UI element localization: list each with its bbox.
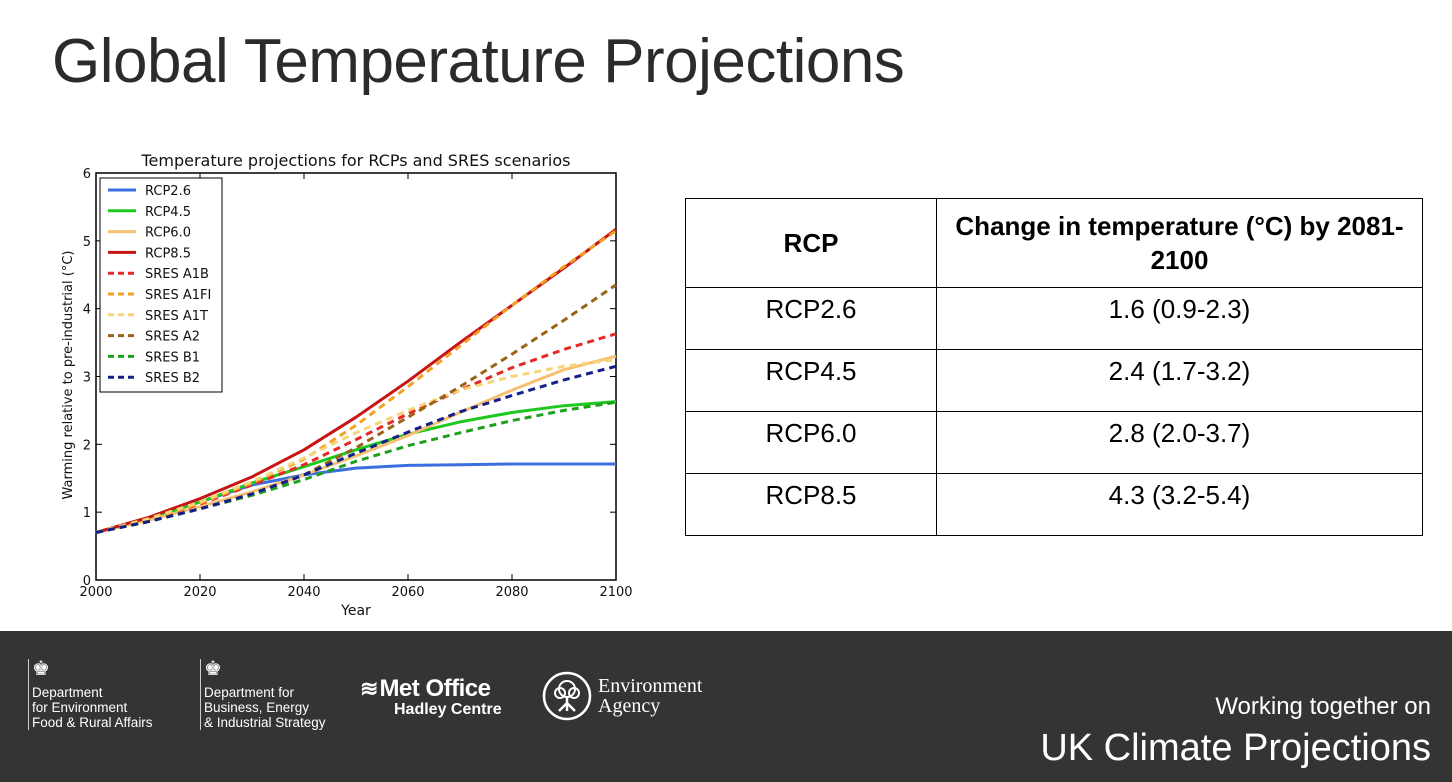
environment-agency-logo: Environment Agency <box>542 671 702 721</box>
series-line-rcp6-0 <box>95 354 617 534</box>
chart-y-axis-label: Warming relative to pre-industrial (°C) <box>61 251 76 500</box>
ea-line-1: Environment <box>598 675 703 697</box>
working-together-text: Working together on <box>1215 693 1431 720</box>
x-tick-label: 2040 <box>287 585 320 600</box>
series-line-sres-b2 <box>95 364 617 534</box>
series-line-rcp8-5 <box>95 228 617 534</box>
table-cell-rcp: RCP8.5 <box>685 473 937 536</box>
defra-logo: ♚ Department for Environment Food & Rura… <box>28 659 153 730</box>
legend-label: SRES A1FI <box>145 288 211 303</box>
y-tick-label: 6 <box>83 167 91 182</box>
legend-label: RCP8.5 <box>145 246 191 261</box>
legend-label: RCP2.6 <box>145 184 191 199</box>
uk-climate-projections-text: UK Climate Projections <box>1040 727 1431 769</box>
y-tick-label: 1 <box>83 506 91 521</box>
legend-label: RCP6.0 <box>145 226 191 241</box>
series-line-sres-a1t <box>95 358 617 534</box>
chart-svg: Temperature projections for RCPs and SRE… <box>61 151 633 619</box>
table-header-row: RCP Change in temperature (°C) by 2081-2… <box>685 198 1423 288</box>
beis-line-2: Business, Energy <box>204 700 310 715</box>
chart-lines <box>95 228 617 534</box>
table-cell-change: 2.8 (2.0-3.7) <box>936 411 1423 474</box>
x-tick-label: 2000 <box>79 585 112 600</box>
x-tick-label: 2020 <box>183 585 216 600</box>
defra-line-3: Food & Rural Affairs <box>32 715 153 730</box>
table-cell-change: 2.4 (1.7-3.2) <box>936 349 1423 412</box>
y-tick-label: 5 <box>83 235 91 250</box>
chart-x-axis-label: Year <box>340 603 371 619</box>
defra-line-1: Department <box>32 685 103 700</box>
chart-legend: RCP2.6 RCP4.5 RCP6.0 RCP8.5 SRES A1B SRES A1F… <box>99 177 223 393</box>
x-tick-label: 2060 <box>391 585 424 600</box>
x-tick-label: 2100 <box>599 585 632 600</box>
x-tick-label: 2080 <box>495 585 528 600</box>
table-cell-change: 4.3 (3.2-5.4) <box>936 473 1423 536</box>
met-office-waves-icon: ≋ <box>360 676 379 701</box>
legend-label: RCP4.5 <box>145 205 191 220</box>
met-office-logo: ≋ Met Office Hadley Centre <box>360 675 502 719</box>
beis-logo: ♚ Department for Business, Energy & Indu… <box>200 659 326 730</box>
slide-title: Global Temperature Projections <box>52 27 905 96</box>
table-cell-rcp: RCP4.5 <box>685 349 937 412</box>
chart-title: Temperature projections for RCPs and SRE… <box>140 151 570 170</box>
defra-line-2: for Environment <box>32 700 128 715</box>
rcp-temperature-table: RCP Change in temperature (°C) by 2081-2… <box>685 198 1423 536</box>
y-tick-label: 4 <box>83 303 91 318</box>
table-header-rcp: RCP <box>685 198 937 288</box>
y-tick-label: 3 <box>83 371 91 386</box>
ea-line-2: Agency <box>598 695 661 717</box>
table-cell-rcp: RCP2.6 <box>685 287 937 350</box>
table-header-change: Change in temperature (°C) by 2081-2100 <box>936 198 1423 288</box>
legend-label: SRES B1 <box>145 350 200 365</box>
table-row: RCP4.5 2.4 (1.7-3.2) <box>685 349 1423 412</box>
royal-crest-icon: ♚ <box>32 658 50 680</box>
beis-line-1: Department for <box>204 685 295 700</box>
met-office-sub: Hadley Centre <box>394 701 502 718</box>
y-tick-label: 0 <box>83 574 91 589</box>
y-tick-label: 2 <box>83 438 91 453</box>
legend-label: SRES A1B <box>145 267 209 282</box>
table-row: RCP6.0 2.8 (2.0-3.7) <box>685 411 1423 474</box>
footer-bar: ♚ Department for Environment Food & Rura… <box>0 631 1452 782</box>
table-row: RCP2.6 1.6 (0.9-2.3) <box>685 287 1423 350</box>
beis-line-3: & Industrial Strategy <box>204 715 326 730</box>
environment-agency-tree-icon <box>542 671 592 721</box>
legend-label: SRES A1T <box>145 309 208 324</box>
temperature-projections-chart: Temperature projections for RCPs and SRE… <box>52 140 652 635</box>
table-cell-change: 1.6 (0.9-2.3) <box>936 287 1423 350</box>
table-row: RCP8.5 4.3 (3.2-5.4) <box>685 473 1423 536</box>
met-office-name: Met Office <box>379 675 491 702</box>
royal-crest-icon: ♚ <box>204 658 222 680</box>
table-cell-rcp: RCP6.0 <box>685 411 937 474</box>
legend-label: SRES A2 <box>145 330 200 345</box>
legend-label: SRES B2 <box>145 371 200 386</box>
